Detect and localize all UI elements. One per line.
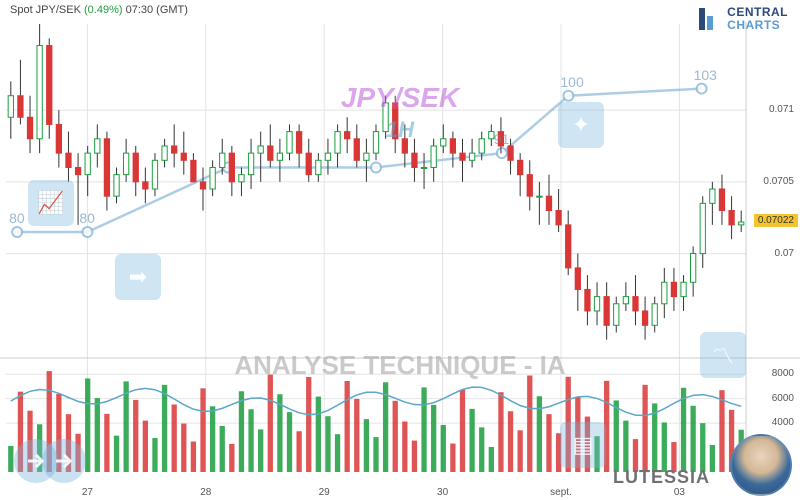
watermark-circles-icon: [12, 433, 92, 494]
x-axis-label: 03: [674, 487, 685, 498]
current-price-label: 0.07022: [754, 214, 798, 227]
instrument-label: Spot JPY/SEK: [10, 4, 81, 16]
watermark-pair: JPY/SEK: [341, 82, 459, 114]
overlay-point-label: 100: [560, 74, 583, 90]
price-ytick: 0.0705: [763, 176, 794, 187]
watermark-arrow-icon: ➡: [115, 254, 161, 300]
watermark-chart-icon: 📈: [28, 180, 74, 226]
watermark-compass-icon: ✦: [558, 102, 604, 148]
overlay-point-label: 80: [9, 210, 25, 226]
watermark-stats-icon: 〽: [700, 332, 746, 378]
volume-ytick: 4000: [772, 417, 794, 428]
avatar-icon: [730, 434, 792, 496]
x-axis-label: sept.: [550, 487, 572, 498]
price-ytick: 0.07: [775, 248, 794, 259]
x-axis-label: 29: [319, 487, 330, 498]
timestamp: 07:30 (GMT): [126, 4, 188, 16]
overlay-point-label: 91: [494, 131, 510, 147]
watermark-doc-icon: ▤: [560, 422, 606, 468]
x-axis-label: 30: [437, 487, 448, 498]
chart-area[interactable]: JPY/SEK 1H ANALYSE TECHNIQUE - IA LUTESS…: [0, 22, 800, 500]
pct-change: (0.49%): [84, 4, 123, 16]
overlay-point-label: 80: [79, 210, 95, 226]
x-axis-label: 28: [200, 487, 211, 498]
volume-ytick: 6000: [772, 393, 794, 404]
watermark-timeframe: 1H: [386, 117, 414, 143]
chart-header: Spot JPY/SEK (0.49%) 07:30 (GMT): [10, 4, 188, 16]
watermark-brand: LUTESSIA: [613, 467, 710, 488]
volume-ytick: 8000: [772, 368, 794, 379]
watermark-analyse: ANALYSE TECHNIQUE - IA: [234, 350, 565, 381]
price-ytick: 0.071: [769, 104, 794, 115]
overlay-point-label: 103: [694, 67, 717, 83]
